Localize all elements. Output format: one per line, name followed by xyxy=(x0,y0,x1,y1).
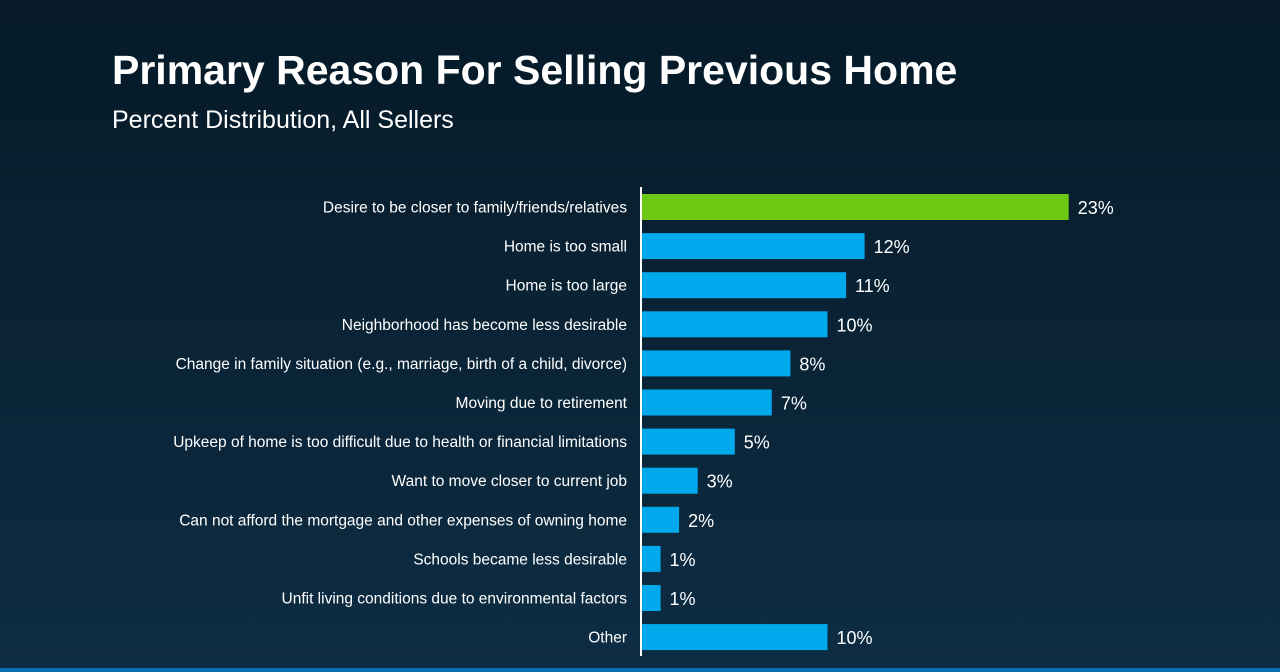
bar-moving-due-to-retirement xyxy=(642,389,772,416)
bar-upkeep-of-home-is-too-difficult-due-to-h xyxy=(642,428,735,455)
category-label: Moving due to retirement xyxy=(456,395,628,412)
category-label: Schools became less desirable xyxy=(413,551,627,568)
value-label: 5% xyxy=(744,433,770,453)
category-label: Home is too large xyxy=(506,278,627,295)
value-label: 12% xyxy=(874,237,910,257)
value-label: 2% xyxy=(688,511,714,531)
value-label: 11% xyxy=(855,276,890,296)
category-label: Want to move closer to current job xyxy=(392,473,627,490)
value-label: 1% xyxy=(670,589,696,609)
bar-neighborhood-has-become-less-desirable xyxy=(642,311,828,338)
value-label: 8% xyxy=(799,354,825,374)
category-label: Home is too small xyxy=(504,239,627,256)
category-label: Can not afford the mortgage and other ex… xyxy=(179,512,627,529)
bar-home-is-too-large xyxy=(642,272,847,299)
bar-home-is-too-small xyxy=(642,233,865,260)
bar-change-in-family-situation-e-g-marriage- xyxy=(642,350,791,377)
category-labels-group: Desire to be closer to family/friends/re… xyxy=(173,200,627,647)
bar-other xyxy=(642,624,828,651)
category-label: Unfit living conditions due to environme… xyxy=(282,591,628,608)
category-label: Neighborhood has become less desirable xyxy=(342,317,627,334)
chart-subtitle: Percent Distribution, All Sellers xyxy=(112,106,454,134)
value-label: 23% xyxy=(1078,198,1114,218)
category-label: Change in family situation (e.g., marria… xyxy=(176,356,627,373)
value-label: 10% xyxy=(837,315,873,335)
value-label: 7% xyxy=(781,394,807,414)
category-label: Upkeep of home is too difficult due to h… xyxy=(173,434,627,451)
value-labels-group: 23% 12% 11% 10% 8% 7% 5% 3% 2% 1% 1% 10% xyxy=(670,198,1114,648)
bar-schools-became-less-desirable xyxy=(642,545,661,572)
bar-want-to-move-closer-to-current-job xyxy=(642,467,698,494)
value-label: 1% xyxy=(670,550,696,570)
value-label: 3% xyxy=(707,472,733,492)
value-label: 10% xyxy=(837,628,873,648)
category-label: Other xyxy=(588,630,627,647)
chart-title: Primary Reason For Selling Previous Home xyxy=(112,47,958,93)
category-label: Desire to be closer to family/friends/re… xyxy=(323,200,627,217)
bar-can-not-afford-the-mortgage-and-other-ex xyxy=(642,506,680,533)
bar-unfit-living-conditions-due-to-environme xyxy=(642,585,661,611)
bars-group xyxy=(642,194,1069,651)
bar-desire-to-be-closer-to-family-friends-re xyxy=(642,194,1069,220)
bottom-accent-stripe xyxy=(0,668,1280,672)
